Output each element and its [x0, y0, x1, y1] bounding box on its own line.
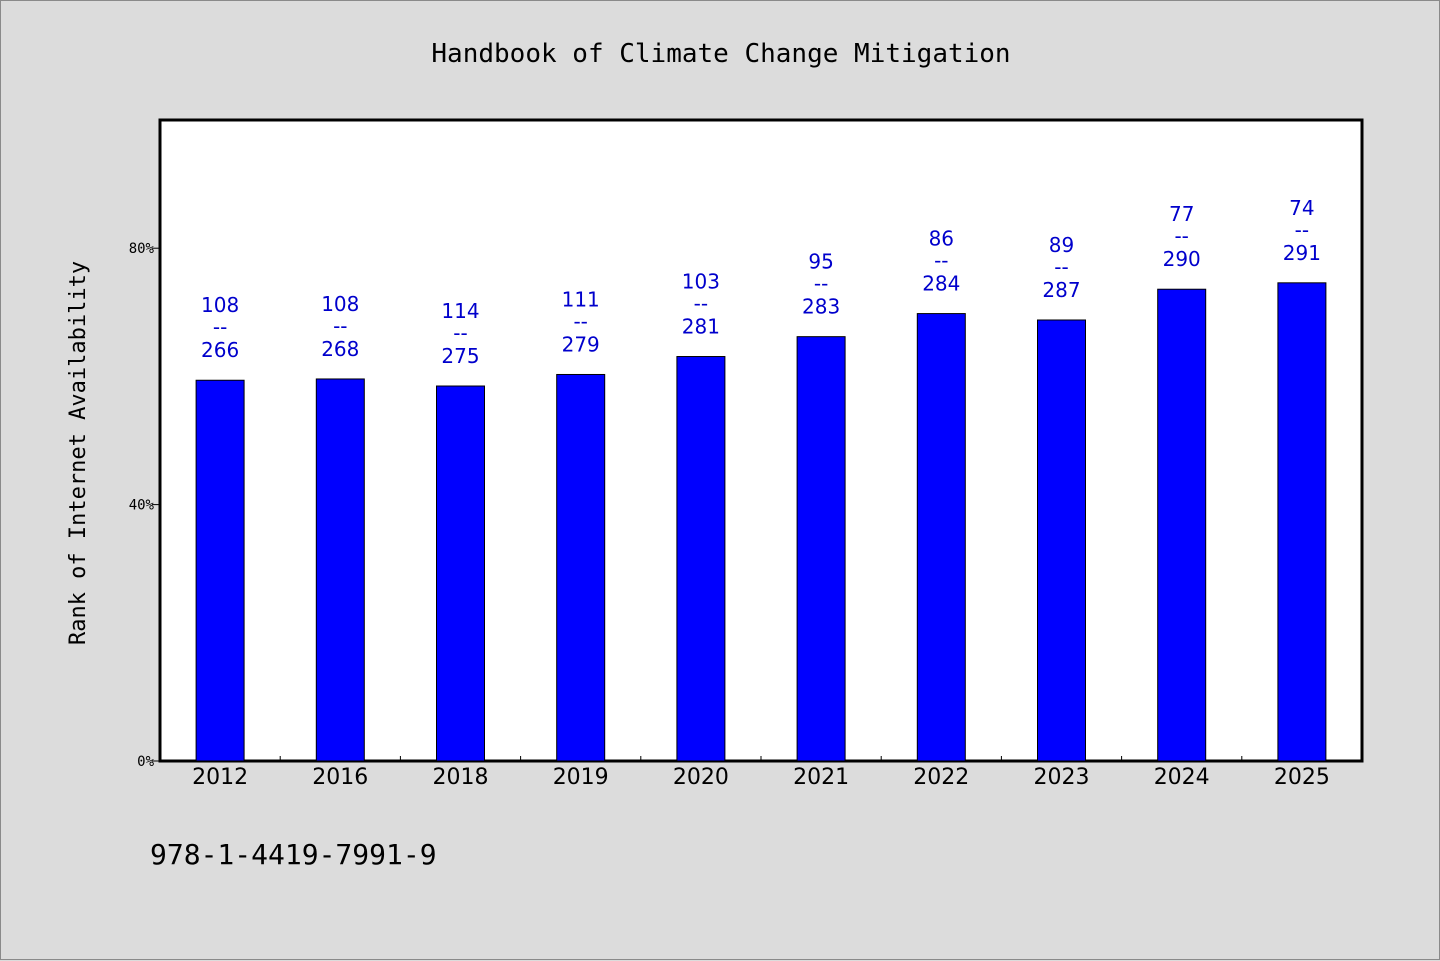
bar	[1277, 282, 1327, 762]
y-axis-ticks: 0% 40% 80%	[129, 241, 160, 770]
y-tick-label: 80%	[129, 241, 155, 257]
data-label-rank: 103	[682, 270, 720, 294]
data-label-count: 291	[1283, 241, 1321, 265]
data-label-separator: --	[934, 249, 948, 273]
bar	[676, 356, 726, 762]
data-label-separator: --	[453, 321, 467, 345]
y-tick-label: 0%	[137, 754, 154, 770]
data-label-count: 279	[562, 332, 600, 356]
data-label-rank: 95	[808, 250, 833, 274]
x-tick-label: 2022	[913, 765, 969, 790]
x-tick-label: 2016	[312, 765, 368, 790]
data-label-count: 275	[441, 344, 479, 368]
data-label-separator: --	[1174, 224, 1188, 248]
bar	[796, 336, 846, 762]
data-label-rank: 108	[201, 293, 239, 317]
x-tick-label: 2024	[1154, 765, 1210, 790]
data-label-separator: --	[573, 309, 587, 333]
x-tick-label: 2012	[192, 765, 248, 790]
data-label-rank: 86	[929, 227, 954, 251]
data-label-separator: --	[814, 272, 828, 296]
data-label-rank: 108	[321, 292, 359, 316]
bar	[195, 379, 245, 762]
chart-title: Handbook of Climate Change Mitigation	[431, 39, 1010, 69]
data-label-count: 287	[1042, 278, 1080, 302]
data-label-count: 283	[802, 295, 840, 319]
bar	[1157, 288, 1207, 762]
data-label-count: 284	[922, 272, 960, 296]
x-tick-label: 2018	[433, 765, 489, 790]
data-label-count: 281	[682, 315, 720, 339]
x-axis-ticks: 2012 2016 2018 2019 2020 2021 2022 2023 2024 2025	[192, 756, 1330, 790]
x-tick-label: 2021	[793, 765, 849, 790]
bar	[436, 385, 485, 762]
x-tick-label: 2020	[673, 765, 729, 790]
bar	[315, 378, 365, 762]
data-label-separator: --	[213, 315, 227, 339]
data-label-separator: --	[1054, 255, 1068, 279]
bar	[1037, 319, 1086, 762]
x-tick-label: 2019	[553, 765, 609, 790]
isbn-footer: 978-1-4419-7991-9	[150, 838, 437, 871]
y-axis-label: Rank of Internet Availability	[66, 261, 91, 645]
data-labels: 108--266108--268114--275111--279103--281…	[201, 196, 1321, 368]
data-label-separator: --	[1295, 218, 1309, 242]
y-tick-label: 40%	[129, 498, 155, 514]
bars	[195, 282, 1327, 762]
data-label-separator: --	[694, 292, 708, 316]
bar	[916, 313, 966, 762]
data-label-separator: --	[333, 314, 347, 338]
data-label-rank: 74	[1289, 196, 1314, 220]
data-label-rank: 77	[1169, 202, 1194, 226]
data-label-count: 290	[1163, 247, 1201, 271]
data-label-rank: 111	[562, 287, 600, 311]
data-label-count: 268	[321, 337, 359, 361]
data-label-rank: 89	[1049, 233, 1074, 257]
data-label-rank: 114	[441, 299, 479, 323]
x-tick-label: 2025	[1274, 765, 1330, 790]
data-label-count: 266	[201, 338, 239, 362]
x-tick-label: 2023	[1034, 765, 1090, 790]
bar	[556, 373, 606, 762]
